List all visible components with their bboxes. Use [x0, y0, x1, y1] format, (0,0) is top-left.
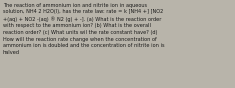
Text: The reaction of ammonium ion and nitrite ion in aqueous
solution, NH4 2 H2O(l), : The reaction of ammonium ion and nitrite… — [3, 3, 164, 55]
